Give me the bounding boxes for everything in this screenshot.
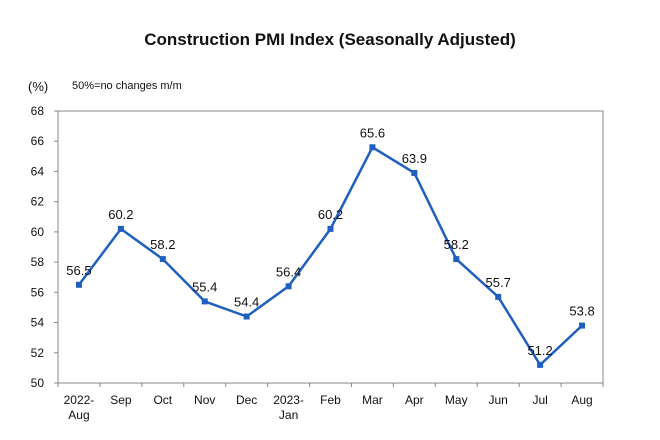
- x-tick-label: Jun: [489, 393, 508, 407]
- y-tick-label: 68: [31, 104, 45, 118]
- y-tick-label: 66: [31, 134, 45, 148]
- data-label: 60.2: [318, 207, 343, 222]
- x-tick-label: Nov: [194, 393, 215, 407]
- y-tick-label: 54: [31, 316, 45, 330]
- x-tick-label-line: Dec: [236, 393, 257, 407]
- x-tick-label: May: [445, 393, 468, 407]
- y-tick-label: 64: [31, 164, 45, 178]
- x-tick-label: Sep: [110, 393, 132, 407]
- data-point: [75, 281, 82, 288]
- data-label: 51.2: [527, 343, 552, 358]
- chart-title: Construction PMI Index (Seasonally Adjus…: [144, 30, 516, 49]
- x-tick-label-line: 2023-: [273, 393, 304, 407]
- y-tick-label: 56: [31, 285, 45, 299]
- x-tick-label-line: Sep: [110, 393, 132, 407]
- x-tick-label: 2023-Jan: [273, 393, 304, 422]
- data-label: 56.4: [276, 264, 301, 279]
- x-tick-label: 2022-Aug: [64, 393, 95, 422]
- data-point: [537, 361, 544, 368]
- data-label: 60.2: [108, 207, 133, 222]
- data-label: 54.4: [234, 295, 259, 310]
- y-tick-label: 50: [31, 376, 45, 390]
- data-point: [327, 225, 334, 232]
- x-tick-label-line: Nov: [194, 393, 215, 407]
- x-tick-label: Mar: [362, 393, 383, 407]
- data-point: [201, 298, 208, 305]
- x-tick-label-line: May: [445, 393, 468, 407]
- y-tick-label: 58: [31, 255, 45, 269]
- x-tick-label-line: Mar: [362, 393, 383, 407]
- x-tick-label: Feb: [320, 393, 341, 407]
- data-label: 55.7: [486, 275, 511, 290]
- data-label: 55.4: [192, 279, 217, 294]
- x-tick-label-line: Jul: [532, 393, 547, 407]
- data-label: 65.6: [360, 125, 385, 140]
- data-point: [243, 313, 250, 320]
- data-point: [117, 225, 124, 232]
- x-tick-label-line: Aug: [571, 393, 592, 407]
- data-point: [285, 283, 292, 290]
- series-line: [77, 146, 583, 367]
- y-axis-unit: (%): [28, 79, 49, 94]
- y-tick-label: 62: [31, 195, 45, 209]
- data-point: [453, 256, 460, 263]
- data-point: [411, 169, 418, 176]
- data-point: [159, 256, 166, 263]
- data-label: 63.9: [402, 151, 427, 166]
- data-label: 58.2: [150, 237, 175, 252]
- x-tick-label: Oct: [153, 393, 172, 407]
- x-tick-label-line: Aug: [68, 408, 89, 422]
- data-label: 58.2: [444, 237, 469, 252]
- x-tick-label: Apr: [405, 393, 424, 407]
- plot-frame: [57, 110, 604, 384]
- data-label: 56.5: [66, 263, 91, 278]
- x-tick-label-line: Jan: [279, 408, 298, 422]
- x-tick-label-line: Apr: [405, 393, 424, 407]
- data-point: [369, 144, 376, 151]
- x-tick-label-line: 2022-: [64, 393, 95, 407]
- x-tick-label-line: Jun: [489, 393, 508, 407]
- x-tick-label: Jul: [532, 393, 547, 407]
- data-point: [579, 322, 586, 329]
- y-tick-label: 52: [31, 346, 45, 360]
- x-tick-label-line: Feb: [320, 393, 341, 407]
- x-tick-label: Aug: [571, 393, 592, 407]
- data-point: [495, 293, 502, 300]
- chart-note: 50%=no changes m/m: [72, 80, 182, 92]
- x-tick-label-line: Oct: [153, 393, 172, 407]
- data-label: 53.8: [569, 304, 594, 319]
- x-tick-label: Dec: [236, 393, 257, 407]
- y-tick-label: 60: [31, 225, 45, 239]
